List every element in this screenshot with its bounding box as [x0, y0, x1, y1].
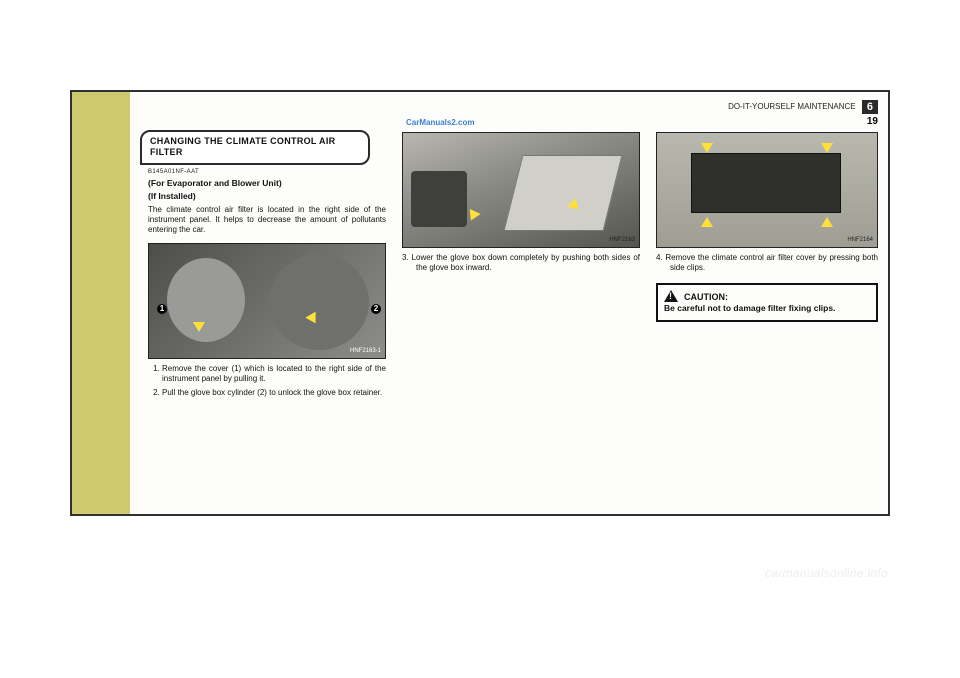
arrow-icon [465, 209, 480, 223]
step-1: Remove the cover (1) which is located to… [162, 364, 386, 384]
figure-label: HNF2163 [609, 237, 635, 245]
page-sidebar [72, 92, 130, 514]
steps-list-1: Remove the cover (1) which is located to… [148, 364, 386, 398]
figure-label: HNF2164 [847, 237, 873, 245]
arrow-icon [821, 143, 833, 153]
subtitle-1: (For Evaporator and Blower Unit) [148, 178, 386, 189]
arrow-icon [193, 322, 205, 332]
ref-code: B145A01NF-AAT [148, 169, 386, 177]
subtitle-2: (If Installed) [148, 191, 386, 202]
page-header: DO-IT-YOURSELF MAINTENANCE 6 [142, 100, 878, 116]
caution-box: CAUTION: Be careful not to damage filter… [656, 283, 878, 322]
intro-paragraph: The climate control air filter is locate… [148, 205, 386, 235]
step-2: Pull the glove box cylinder (2) to unloc… [162, 388, 386, 398]
site-watermark: carmanualsonline.info [765, 566, 888, 580]
manual-page: DO-IT-YOURSELF MAINTENANCE 6 19 CHANGING… [70, 90, 890, 516]
figure-label: HNF2163-1 [350, 348, 381, 356]
callout-2: 2 [371, 304, 381, 314]
callout-1: 1 [157, 304, 167, 314]
figure-1: 1 2 HNF2163-1 [148, 243, 386, 359]
arrow-icon [701, 217, 713, 227]
column-1: CHANGING THE CLIMATE CONTROL AIR FILTER … [148, 130, 386, 502]
arrow-icon [821, 217, 833, 227]
section-title: DO-IT-YOURSELF MAINTENANCE [728, 102, 856, 111]
caution-heading: CAUTION: [664, 290, 870, 303]
page-number: 19 [867, 116, 878, 127]
source-watermark: CarManuals2.com [406, 118, 474, 128]
figure-2: HNF2163 [402, 132, 640, 248]
warning-icon [664, 290, 678, 302]
chapter-badge: 6 [862, 100, 878, 114]
column-2: CarManuals2.com HNF2163 3. Lower the glo… [402, 130, 640, 502]
arrow-icon [701, 143, 713, 153]
figure-3: HNF2164 [656, 132, 878, 248]
column-3: HNF2164 4. Remove the climate control ai… [656, 130, 878, 502]
step-3: 3. Lower the glove box down completely b… [402, 253, 640, 273]
step-4: 4. Remove the climate control air filter… [656, 253, 878, 273]
caution-text: Be careful not to damage filter fixing c… [664, 303, 870, 314]
caution-label: CAUTION: [684, 292, 728, 302]
section-heading-tab: CHANGING THE CLIMATE CONTROL AIR FILTER [140, 130, 370, 165]
